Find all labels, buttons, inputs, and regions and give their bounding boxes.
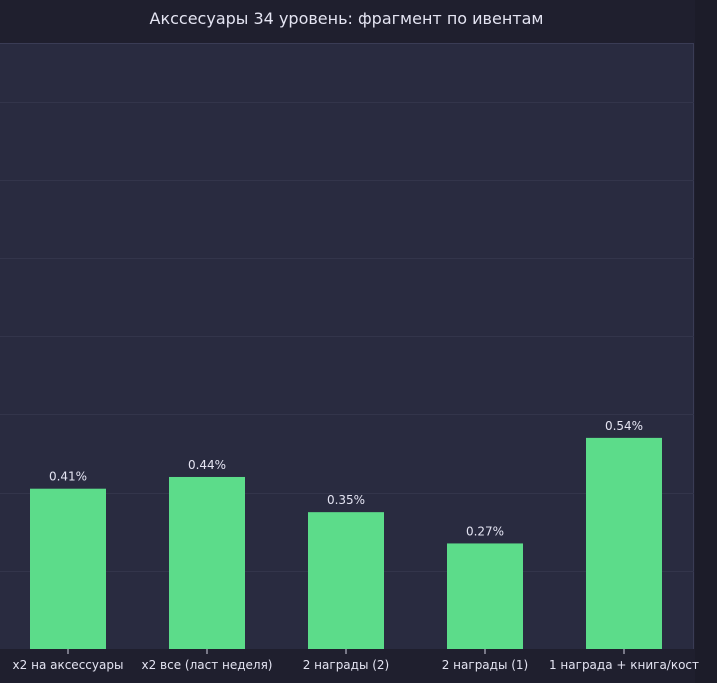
tick-layer: x2 на аксессуары x2 все (ласт неделя) 2 на… [13,649,699,672]
label-layer: 0.41% 0.44% 0.35% 0.27% 0.54% [49,419,643,539]
x-tick-label: x2 на аксессуары [13,658,124,672]
x-tick-label: 1 награда + книга/кост [549,658,699,672]
x-tick-label: 2 награды (2) [303,658,390,672]
data-label: 0.27% [466,524,504,538]
data-label: 0.41% [49,470,87,484]
x-tick-label: 2 награды (1) [442,658,529,672]
data-label: 0.54% [605,419,643,433]
data-label: 0.35% [327,493,365,507]
right-edge-strip [695,0,717,683]
bar-layer [30,437,662,649]
grid-layer [0,102,694,572]
bar [308,512,384,649]
bar [169,476,245,649]
bar [586,437,662,649]
bar [30,488,106,649]
data-label: 0.44% [188,458,226,472]
chart-title: Акссесуары 34 уровень: фрагмент по ивент… [149,9,544,28]
bar [447,543,523,649]
x-tick-label: x2 все (ласт неделя) [141,658,272,672]
